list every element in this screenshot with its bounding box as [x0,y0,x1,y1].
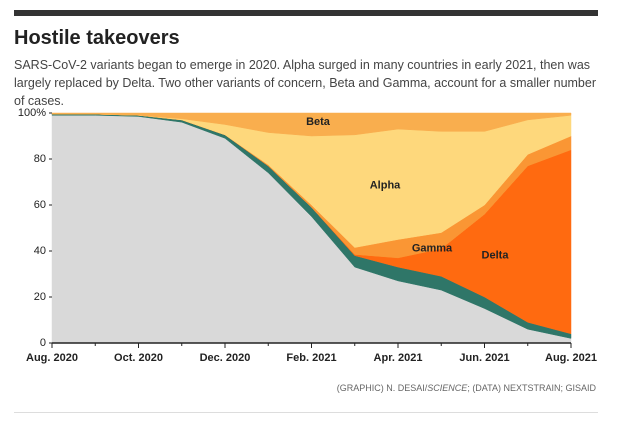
series-label: Alpha [370,179,401,191]
series-label: Delta [482,250,510,262]
y-tick-label: 60 [34,199,46,211]
credit-text: SCIENCE [427,383,468,393]
y-tick-label: 40 [34,245,46,257]
credit-text: ; (DATA) NEXTSTRAIN; GISAID [467,383,596,393]
area [51,112,572,137]
x-tick-label: Feb. 2021 [286,352,336,364]
bottom-rule [14,412,598,413]
credit: (GRAPHIC) N. DESAI/SCIENCE; (DATA) NEXTS… [337,383,596,393]
series-label: Beta [306,116,331,128]
y-tick-label: 80 [34,153,46,165]
top-bar [14,10,598,16]
y-tick-label: 0 [40,337,46,349]
chart-subtitle: SARS-CoV-2 variants began to emerge in 2… [14,58,597,108]
series-label: Gamma [412,243,453,255]
x-tick-label: Aug. 2020 [26,352,78,364]
credit-text: (GRAPHIC) N. DESAI/ [336,383,428,393]
chart-title: Hostile takeovers [14,27,180,49]
y-tick-label: 100% [18,107,46,119]
x-tick-label: Dec. 2020 [200,352,251,364]
x-tick-label: Jun. 2021 [459,352,509,364]
x-tick-label: Aug. 2021 [545,352,597,364]
x-tick-label: Oct. 2020 [114,352,163,364]
x-tick-label: Apr. 2021 [374,352,423,364]
y-tick-label: 20 [34,291,46,303]
